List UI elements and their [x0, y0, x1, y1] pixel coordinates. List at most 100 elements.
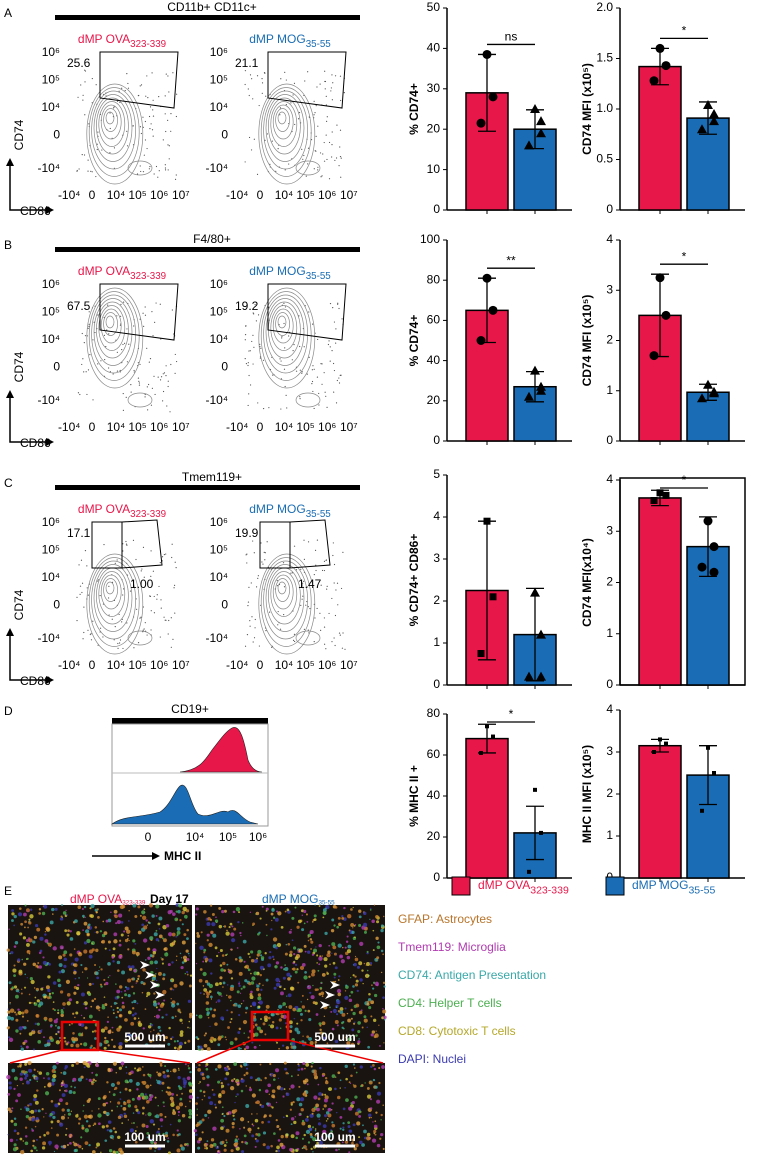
- stain-signal: [339, 1127, 342, 1130]
- stain-signal: [16, 1085, 19, 1087]
- stain-signal: [54, 907, 58, 911]
- stain-signal: [383, 985, 386, 988]
- stain-signal: [358, 915, 362, 919]
- event-dot: [170, 617, 172, 619]
- stain-signal: [380, 1113, 383, 1117]
- stain-signal: [148, 1073, 152, 1078]
- stain-signal: [330, 1108, 333, 1111]
- event-dot: [262, 359, 265, 361]
- event-dot: [147, 383, 150, 386]
- stain-signal: [171, 1000, 176, 1005]
- stain-signal: [142, 1027, 145, 1030]
- stain-signal: [117, 1135, 121, 1139]
- event-dot: [153, 173, 155, 175]
- group-sub: 323-339: [130, 39, 166, 50]
- stain-signal: [347, 914, 352, 919]
- stain-signal: [14, 1076, 18, 1081]
- stain-signal: [270, 1024, 275, 1029]
- stain-signal: [45, 926, 50, 932]
- stain-signal: [13, 1129, 17, 1133]
- event-dot: [164, 167, 167, 169]
- stain-signal: [252, 922, 256, 926]
- stain-signal: [355, 979, 359, 983]
- stain-signal: [354, 955, 357, 958]
- event-dot: [313, 573, 315, 576]
- sample-label: dMP OVA323-339: [78, 264, 166, 282]
- event-dot: [291, 359, 293, 361]
- zoom-box: [60, 1020, 100, 1052]
- event-dot: [246, 562, 248, 564]
- stain-signal: [243, 1032, 246, 1034]
- event-dot: [157, 376, 159, 378]
- stain-signal: [52, 1065, 57, 1070]
- stain-signal: [116, 995, 120, 999]
- stain-signal: [341, 1141, 344, 1144]
- event-dot: [256, 75, 259, 77]
- stain-signal: [280, 985, 283, 987]
- event-dot: [167, 144, 169, 146]
- y-tick-label: 10⁶: [42, 277, 60, 291]
- stain-signal: [43, 1077, 45, 1079]
- event-dot: [154, 321, 156, 324]
- event-dot: [81, 332, 83, 335]
- stain-signal: [176, 1002, 180, 1006]
- point: [536, 671, 546, 681]
- stain-signal: [255, 1078, 258, 1082]
- event-dot: [331, 350, 333, 352]
- stain-signal: [226, 984, 229, 986]
- stain-signal: [345, 1036, 348, 1039]
- stain-signal: [334, 1087, 337, 1091]
- stain-signal: [357, 1021, 361, 1025]
- event-dot: [165, 130, 167, 133]
- stain-signal: [351, 1100, 355, 1105]
- stain-signal: [348, 994, 351, 997]
- stain-signal: [74, 957, 79, 962]
- stain-signal: [168, 1026, 171, 1030]
- stain-signal: [375, 959, 378, 961]
- stain-signal: [291, 916, 295, 920]
- stain-signal: [357, 1030, 361, 1034]
- y-tick-label: 0: [221, 360, 228, 374]
- stain-signal: [168, 1086, 171, 1090]
- stain-signal: [95, 930, 99, 934]
- stain-signal: [270, 1012, 275, 1017]
- event-dot: [120, 303, 122, 306]
- event-dot: [330, 90, 332, 92]
- stain-signal: [354, 1021, 356, 1023]
- contour: [91, 294, 136, 374]
- stain-signal: [47, 942, 52, 947]
- stain-signal: [55, 1040, 60, 1045]
- stain-signal: [176, 1148, 181, 1153]
- stain-signal: [26, 949, 31, 954]
- stain-signal: [300, 1001, 302, 1003]
- stain-signal: [269, 1073, 272, 1076]
- stain-signal: [63, 964, 67, 968]
- stain-signal: [130, 1021, 135, 1026]
- stain-signal: [303, 922, 306, 925]
- stain-signal: [161, 1081, 165, 1085]
- y-tick-label: 10⁴: [209, 570, 228, 584]
- stain-signal: [273, 1132, 276, 1135]
- stain-signal: [64, 1089, 68, 1093]
- event-dot: [175, 115, 177, 118]
- stain-signal: [297, 981, 300, 984]
- event-dot: [147, 97, 149, 99]
- event-dot: [170, 363, 172, 366]
- event-dot: [170, 113, 172, 115]
- group-name: dMP MOG: [249, 502, 305, 516]
- stain-signal: [251, 976, 256, 981]
- stain-signal: [32, 1144, 35, 1147]
- stain-signal: [189, 1070, 192, 1074]
- stain-signal: [250, 1005, 252, 1008]
- stain-signal: [85, 1078, 88, 1081]
- event-dot: [281, 336, 283, 338]
- contour: [270, 101, 298, 147]
- event-dot: [164, 95, 166, 97]
- event-dot: [316, 539, 319, 541]
- stain-signal: [304, 1118, 309, 1122]
- event-dot: [330, 87, 332, 89]
- stain-signal: [119, 1098, 122, 1101]
- stain-signal: [211, 1013, 216, 1018]
- stain-signal: [85, 929, 90, 934]
- event-dot: [319, 152, 322, 154]
